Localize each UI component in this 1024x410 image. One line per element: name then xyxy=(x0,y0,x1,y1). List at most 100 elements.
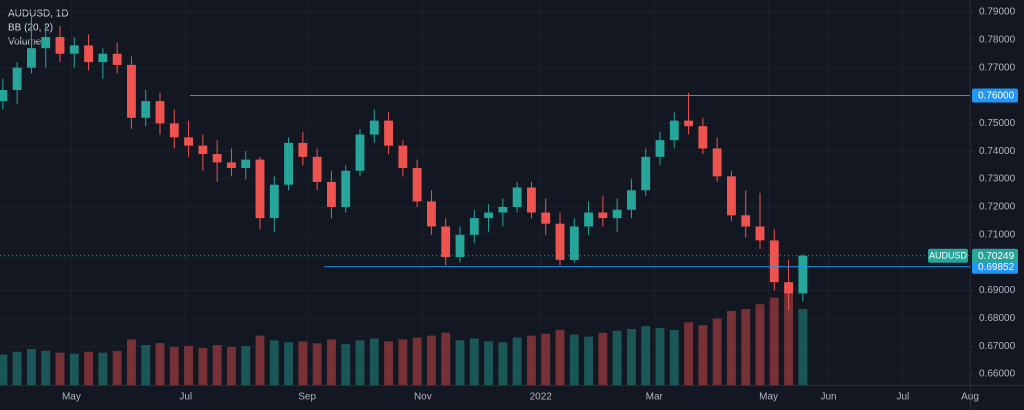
volume-bar xyxy=(412,337,422,385)
level-label: 0.69852 xyxy=(978,262,1015,273)
indicator-label: BB (20, 2) xyxy=(8,23,53,34)
volume-bar xyxy=(398,339,408,385)
volume-bar xyxy=(669,329,679,385)
x-tick-label: 2022 xyxy=(530,392,553,403)
candle-body xyxy=(569,226,579,260)
x-tick-label: Aug xyxy=(961,392,979,403)
candle-body xyxy=(541,212,551,224)
volume-bar xyxy=(784,290,793,385)
y-tick-label: 0.72000 xyxy=(979,202,1016,213)
candle-body xyxy=(784,282,793,294)
volume-bar xyxy=(555,329,565,385)
chart-title: AUDUSD, 1D xyxy=(8,9,69,20)
volume-bar xyxy=(469,338,479,385)
candle-body xyxy=(284,142,293,185)
volume-bar xyxy=(541,333,551,385)
candle-body xyxy=(341,170,351,207)
candle-body xyxy=(184,137,193,146)
volume-bar xyxy=(69,353,79,385)
candle-body xyxy=(584,212,593,227)
volume-bar xyxy=(55,352,65,385)
volume-bar xyxy=(769,297,779,385)
volume-bar xyxy=(384,341,393,385)
candle-body xyxy=(127,64,136,118)
y-tick-label: 0.75000 xyxy=(979,118,1016,129)
y-tick-label: 0.68000 xyxy=(979,313,1016,324)
candle-body xyxy=(741,215,751,227)
volume-bar xyxy=(241,346,251,385)
volume-bar xyxy=(312,343,322,385)
candle-body xyxy=(169,123,179,138)
volume-bar xyxy=(441,332,451,385)
candle-body xyxy=(312,156,322,182)
candle-body xyxy=(241,159,251,168)
volume-bar xyxy=(227,347,236,385)
y-tick-label: 0.71000 xyxy=(979,229,1016,240)
y-tick-label: 0.69000 xyxy=(979,285,1016,296)
level-label: 0.76000 xyxy=(978,91,1015,102)
candle-body xyxy=(12,67,22,90)
volume-bar xyxy=(12,351,22,385)
volume-bar xyxy=(684,322,693,385)
x-tick-label: Jun xyxy=(821,392,837,403)
candle-body xyxy=(469,218,479,235)
volume-bar xyxy=(155,343,165,385)
volume-bar xyxy=(284,342,293,385)
x-tick-label: Jul xyxy=(896,392,909,403)
candle-body xyxy=(527,187,536,213)
indicator-label: Volume xyxy=(8,37,42,48)
symbol-box xyxy=(928,248,968,263)
candle-body xyxy=(455,234,465,258)
candle-body xyxy=(269,184,279,219)
volume-bar xyxy=(141,345,151,385)
volume-bar xyxy=(341,344,351,385)
volume-bar xyxy=(598,332,608,385)
volume-bar xyxy=(198,347,208,385)
candle-body xyxy=(612,209,622,219)
volume-bar xyxy=(612,330,622,385)
volume-bar xyxy=(455,340,465,385)
volume-bar xyxy=(655,328,665,385)
volume-bar xyxy=(327,339,336,385)
candle-body xyxy=(84,45,93,63)
candle-body xyxy=(155,101,165,124)
candle-body xyxy=(369,120,379,135)
volume-bar xyxy=(369,338,379,385)
candle-body xyxy=(69,45,79,54)
candle-body xyxy=(798,255,808,294)
volume-bar xyxy=(0,354,8,385)
candle-body xyxy=(641,156,651,191)
candle-body xyxy=(198,145,208,155)
volume-bar xyxy=(84,351,93,385)
candle-body xyxy=(555,223,565,260)
x-tick-label: Sep xyxy=(298,392,316,403)
candle-body xyxy=(384,120,393,146)
level-label-box xyxy=(972,88,1018,103)
candle-body xyxy=(227,162,236,168)
volume-bar xyxy=(41,350,51,385)
volume-bar xyxy=(698,325,708,385)
volume-bar xyxy=(169,347,179,385)
y-tick-label: 0.79000 xyxy=(979,7,1016,18)
volume-bar xyxy=(484,341,493,385)
y-tick-label: 0.66000 xyxy=(979,369,1016,380)
volume-bar xyxy=(127,339,136,385)
x-tick-label: Mar xyxy=(646,392,664,403)
candle-body xyxy=(655,140,665,157)
y-tick-label: 0.78000 xyxy=(979,34,1016,45)
candle-body xyxy=(41,37,51,49)
volume-bar xyxy=(569,334,579,385)
volume-bar xyxy=(98,352,108,385)
candle-body xyxy=(598,212,608,219)
volume-bar xyxy=(112,350,122,385)
last-price-box xyxy=(972,248,1018,263)
candle-body xyxy=(627,190,636,210)
candle-body xyxy=(512,187,522,207)
volume-bar xyxy=(712,318,722,385)
volume-bar xyxy=(727,310,736,385)
x-tick-label: Jul xyxy=(179,392,192,403)
x-tick-label: May xyxy=(62,392,81,403)
volume-bar xyxy=(527,335,536,385)
volume-bar xyxy=(427,335,436,385)
